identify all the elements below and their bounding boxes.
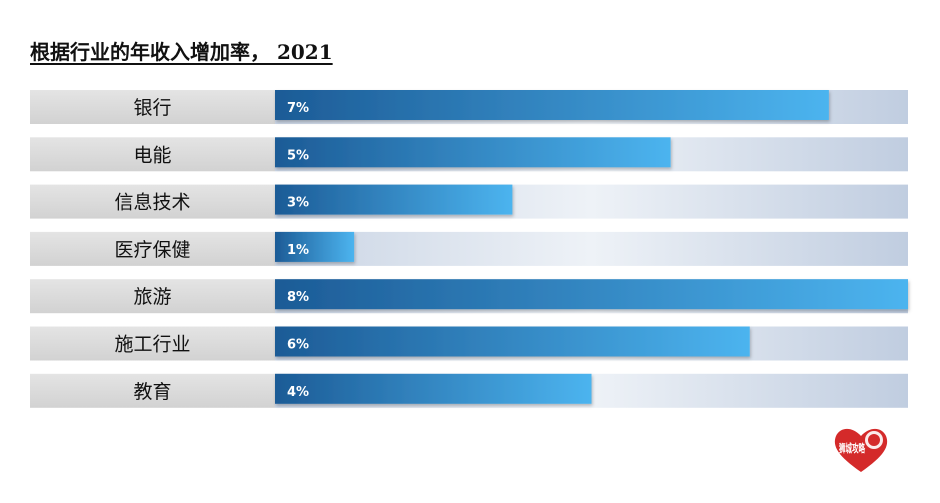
category-label-bg — [30, 90, 275, 124]
logo-lettering: 狮城攻略 — [838, 441, 865, 455]
bar-row: 医疗保健 1% — [30, 231, 908, 266]
category-label: 医疗保健 — [114, 239, 190, 261]
category-label: 银行 — [133, 97, 171, 119]
category-label-bg — [30, 326, 275, 361]
category-label-bg — [30, 373, 275, 408]
value-label: 6% — [287, 338, 309, 353]
bar-row: 信息技术 3% — [30, 184, 908, 219]
value-label: 7% — [287, 101, 309, 116]
category-label-bg — [30, 231, 275, 266]
value-label: 1% — [287, 243, 309, 258]
category-label: 教育 — [133, 381, 171, 403]
bar-row: 施工行业 6% — [30, 326, 908, 361]
category-label: 信息技术 — [114, 192, 190, 214]
bar — [275, 326, 750, 357]
bar-track — [275, 231, 908, 266]
bar-row: 教育 4% — [30, 373, 908, 408]
bar — [275, 90, 829, 120]
bar — [275, 279, 908, 310]
value-label: 4% — [287, 385, 309, 400]
value-label: 3% — [287, 196, 309, 211]
lion-city-logo: 狮城攻略 — [834, 428, 888, 472]
value-label: 5% — [287, 148, 309, 163]
category-label-bg — [30, 279, 275, 314]
category-label: 旅游 — [133, 286, 171, 308]
bar — [275, 184, 513, 215]
category-label: 电能 — [133, 144, 171, 166]
bar-row: 银行 7% — [30, 90, 908, 124]
chart-title: 根据行业的年收入增加率， 2021 — [30, 40, 333, 64]
category-label: 施工行业 — [114, 334, 190, 356]
bar — [275, 373, 592, 404]
value-label: 8% — [287, 290, 309, 305]
bar — [275, 231, 355, 262]
category-label-bg — [30, 184, 275, 219]
bar-row: 电能 5% — [30, 137, 908, 172]
bar — [275, 137, 671, 168]
category-label-bg — [30, 137, 275, 172]
bar-row: 旅游 8% — [30, 279, 908, 314]
